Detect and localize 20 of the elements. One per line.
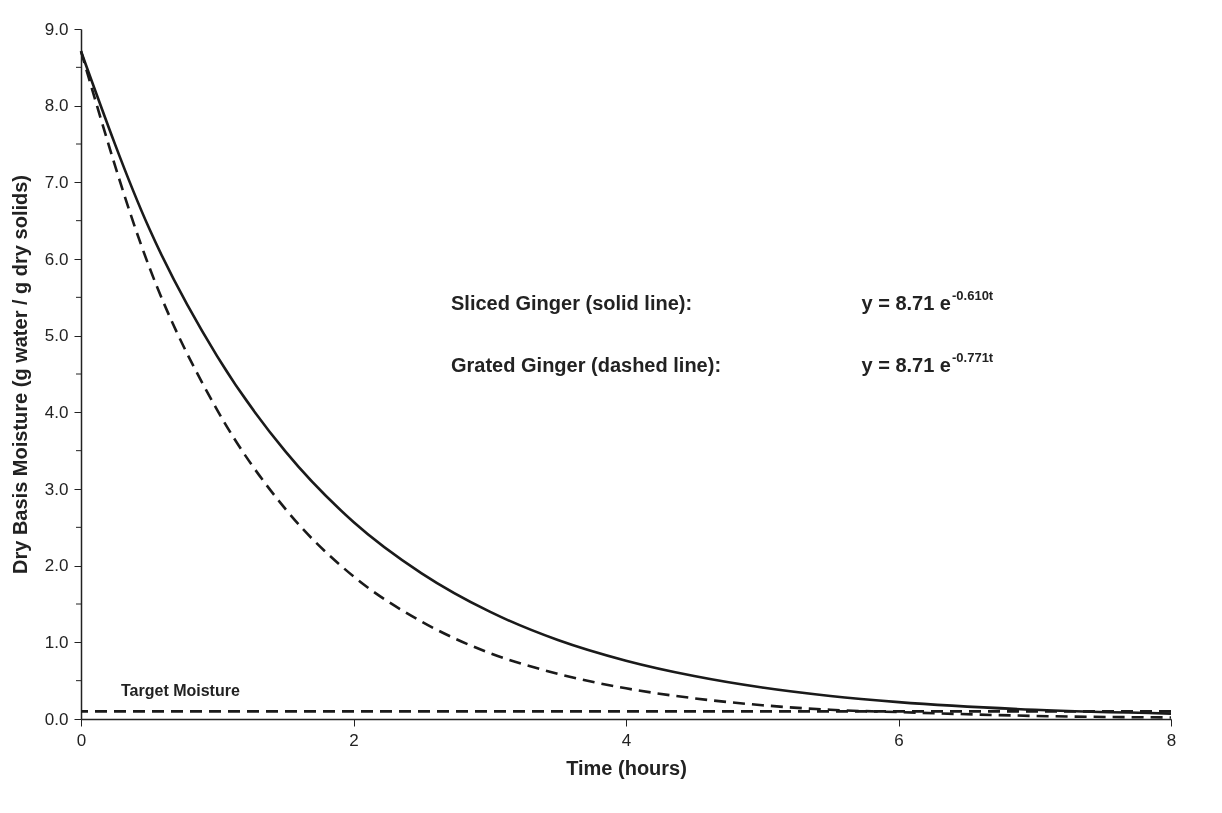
y-tick-label: 3.0 bbox=[44, 479, 69, 499]
y-tick-label: 6.0 bbox=[44, 249, 69, 269]
x-axis-title: Time (hours) bbox=[566, 756, 687, 779]
y-tick-label: 5.0 bbox=[44, 326, 69, 346]
y-axis-title: Dry Basis Moisture (g water / g dry solids) bbox=[8, 175, 31, 574]
y-tick-label: 0.0 bbox=[44, 709, 69, 729]
x-tick-label: 2 bbox=[349, 730, 359, 750]
annotation: Sliced Ginger (solid line): bbox=[451, 292, 693, 314]
x-tick-label: 6 bbox=[894, 730, 904, 750]
x-tick-label: 0 bbox=[76, 730, 87, 750]
y-tick-label: 2.0 bbox=[44, 556, 69, 576]
y-tick-label: 7.0 bbox=[44, 172, 69, 192]
ref-line-label: Target Moisture bbox=[121, 682, 240, 700]
x-tick-label: 8 bbox=[1166, 730, 1177, 750]
y-tick-label: 8.0 bbox=[44, 96, 69, 116]
x-tick-label: 4 bbox=[621, 730, 632, 750]
y-tick-label: 4.0 bbox=[44, 402, 69, 422]
annotation: Grated Ginger (dashed line): bbox=[451, 354, 722, 376]
y-tick-label: 9.0 bbox=[44, 19, 69, 39]
y-tick-label: 1.0 bbox=[44, 632, 69, 652]
